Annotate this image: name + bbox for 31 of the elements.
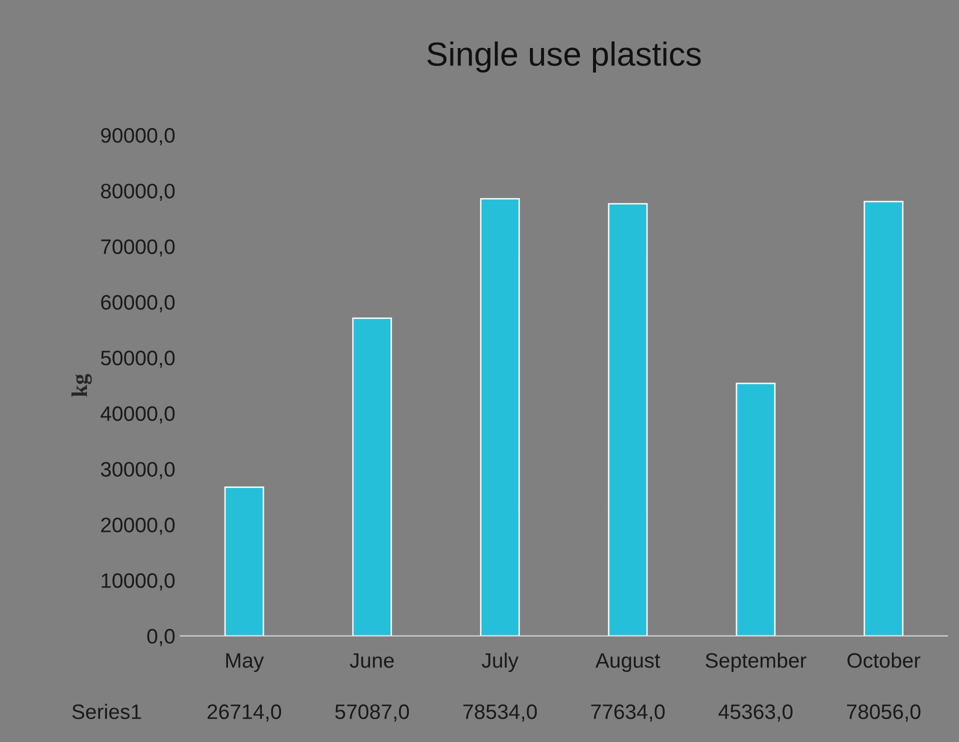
x-tick-label: September <box>706 652 806 672</box>
bar <box>352 318 392 636</box>
x-tick-label: October <box>847 652 920 668</box>
data-label: 57087,0 <box>335 704 409 722</box>
data-label: 45363,0 <box>718 704 793 722</box>
data-label: 26714,0 <box>208 704 282 722</box>
y-axis-title: kg <box>71 374 92 397</box>
bar <box>608 203 648 636</box>
y-tick-label: 40000,0 <box>100 406 175 424</box>
text: Series1 <box>72 704 141 720</box>
data-label: 77634,0 <box>591 704 665 722</box>
chart-title: Single use plastics <box>427 41 701 73</box>
y-tick-label: 50000,0 <box>100 350 175 368</box>
y-tick-label: 0,0 <box>147 628 175 646</box>
bar <box>864 200 904 636</box>
x-tick-label: June <box>350 653 394 668</box>
y-tick-label: 30000,0 <box>100 462 175 480</box>
x-tick-label: May <box>226 653 264 672</box>
y-tick-label: 60000,0 <box>101 294 175 312</box>
bar <box>224 486 264 636</box>
data-label: 78056,0 <box>846 704 920 722</box>
y-tick-label: 80000,0 <box>101 184 175 201</box>
y-tick-label: 90000,0 <box>101 128 175 146</box>
y-tick-label: 20000,0 <box>101 518 175 535</box>
x-tick-label: July <box>482 652 518 672</box>
y-tick-label: 70000,0 <box>101 239 175 257</box>
bar <box>480 198 520 636</box>
bar <box>736 382 776 636</box>
x-tick-label: August <box>595 653 660 672</box>
y-tick-label: 10000,0 <box>102 573 175 590</box>
data-label: 78534,0 <box>463 704 537 722</box>
